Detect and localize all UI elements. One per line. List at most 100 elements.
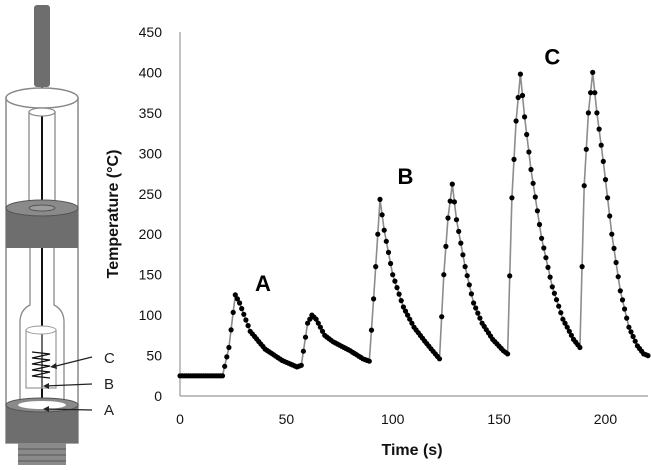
device-label-b: B — [104, 376, 114, 393]
annotation-a: A — [255, 271, 271, 296]
data-point — [592, 90, 598, 96]
data-point — [373, 264, 379, 270]
data-point — [441, 272, 447, 278]
data-point — [245, 323, 251, 329]
pointer-c-arrowhead — [50, 363, 57, 369]
data-point — [302, 334, 309, 340]
data-point — [632, 338, 638, 344]
chart: 0 50 100 150 200 250 300 350 400 450 0 50 100 150 200… — [105, 24, 651, 459]
x-tick-labels: 0 50 100 150 200 — [176, 411, 617, 427]
pointer-b-arrowhead — [43, 383, 49, 389]
data-point — [613, 259, 619, 266]
data-point — [313, 316, 319, 322]
data-point — [451, 199, 457, 205]
data-point — [462, 264, 468, 270]
outer-cylinder — [5, 97, 79, 444]
data-point — [513, 118, 519, 124]
data-point — [230, 309, 236, 315]
sample-cup — [25, 329, 57, 389]
data-point — [315, 320, 321, 326]
inner-tube-top — [28, 107, 56, 117]
y-tick-label: 100 — [139, 307, 163, 323]
data-point — [590, 69, 596, 75]
series-points — [177, 69, 651, 379]
data-point — [449, 181, 455, 187]
device-label-a: A — [104, 402, 114, 419]
heating-coil — [31, 351, 51, 379]
data-point — [519, 92, 526, 99]
data-point — [458, 240, 464, 246]
data-point — [475, 310, 481, 316]
data-point — [222, 363, 228, 369]
annotations: A B C — [255, 44, 560, 295]
pointer-a — [44, 408, 93, 411]
data-point — [509, 195, 515, 201]
x-tick-label: 0 — [176, 411, 184, 427]
data-point — [383, 238, 389, 244]
data-point — [402, 308, 409, 314]
data-point — [507, 273, 513, 279]
data-point — [541, 245, 547, 251]
data-point — [579, 264, 585, 270]
data-point — [594, 110, 600, 116]
data-point — [524, 131, 530, 138]
pointer-b — [44, 383, 93, 387]
data-point — [534, 208, 541, 214]
outer-cylinder-top — [5, 87, 79, 109]
data-point — [396, 291, 402, 297]
data-point — [517, 71, 524, 77]
data-point — [464, 273, 470, 279]
data-point — [407, 316, 413, 322]
data-point — [447, 198, 453, 204]
data-point — [468, 291, 474, 297]
data-point — [385, 249, 392, 255]
data-point — [228, 327, 234, 333]
y-tick-label: 200 — [139, 226, 163, 242]
data-point — [581, 183, 587, 189]
data-point — [628, 329, 634, 335]
data-point — [605, 195, 611, 201]
data-point — [624, 315, 630, 321]
y-tick-label: 350 — [139, 105, 163, 121]
data-point — [596, 126, 602, 132]
data-point — [307, 316, 313, 322]
sample-cup-top — [25, 325, 57, 335]
data-point — [585, 110, 592, 116]
pointer-a-arrowhead — [43, 406, 49, 412]
data-point — [556, 303, 562, 309]
data-point — [626, 324, 632, 330]
data-point — [619, 297, 626, 303]
data-point — [511, 156, 517, 162]
data-point — [400, 304, 406, 310]
data-point — [445, 215, 451, 221]
x-tick-label: 100 — [381, 411, 405, 427]
data-point — [568, 332, 575, 338]
data-point — [394, 285, 400, 291]
data-point — [243, 317, 249, 323]
y-tick-label: 300 — [139, 145, 163, 161]
data-point — [232, 292, 238, 298]
data-point — [645, 353, 651, 359]
data-point — [522, 114, 528, 120]
x-tick-label: 150 — [487, 411, 511, 427]
data-point — [381, 227, 387, 233]
y-tick-label: 250 — [139, 186, 163, 202]
data-point — [617, 288, 623, 294]
upper-disc-hole — [28, 204, 56, 212]
pointer-c — [51, 356, 93, 368]
data-point — [239, 306, 245, 312]
data-point — [237, 300, 243, 306]
data-point — [388, 260, 394, 267]
y-tick-label: 0 — [154, 388, 162, 404]
annotation-b: B — [398, 164, 414, 189]
data-point — [466, 282, 472, 288]
data-point — [471, 300, 477, 306]
y-tick-labels: 0 50 100 150 200 250 300 350 400 450 — [139, 24, 163, 404]
data-point — [577, 344, 583, 351]
data-point — [305, 320, 311, 326]
data-point — [562, 320, 568, 326]
data-point — [602, 177, 609, 183]
data-point — [241, 311, 247, 317]
data-point — [368, 327, 375, 333]
